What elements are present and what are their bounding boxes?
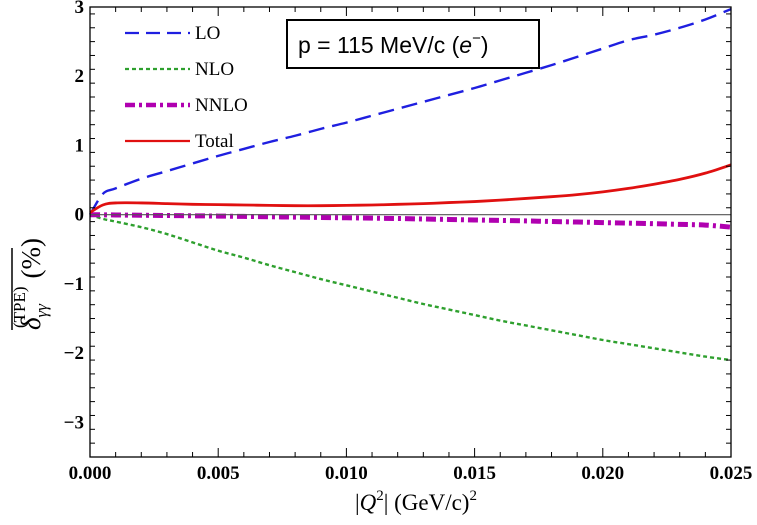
x-tick-label: 0.010 xyxy=(325,463,368,484)
series-line-nlo xyxy=(89,213,732,362)
legend-label-total: Total xyxy=(195,131,234,152)
y-tick-label: 3 xyxy=(75,0,85,18)
series-line-total xyxy=(89,163,732,214)
annotation-text: p = 115 MeV/c (e−) xyxy=(298,30,489,58)
x-axis-label: |Q2| (GeV/c)2 xyxy=(355,488,477,515)
series-line-lo xyxy=(88,7,732,216)
y-axis-label: δγγ(TPE)(%) xyxy=(10,238,51,330)
y-tick-label: 0 xyxy=(75,205,85,226)
plot-frame xyxy=(89,6,732,458)
y-tick-label: 2 xyxy=(75,66,85,87)
svg-text:δγγ(TPE)(%): δγγ(TPE)(%) xyxy=(10,238,51,330)
x-tick-label: 0.015 xyxy=(453,463,496,484)
ticks-layer: 0.000 0.005 0.010 0.015 0.020 0.025 3 2 1 0 −1 −2 −3 xyxy=(64,0,753,484)
y-tick-label: 1 xyxy=(75,135,85,156)
series-line-nnlo xyxy=(89,212,732,230)
y-tick-label: −1 xyxy=(64,274,84,295)
annotation-frame xyxy=(286,19,540,69)
x-tick-label: 0.020 xyxy=(581,463,624,484)
legend-label-nnlo: NNLO xyxy=(195,95,248,116)
x-tick-label: 0.005 xyxy=(197,463,240,484)
legend: LO NLO NNLO Total xyxy=(125,23,248,152)
y-tick-label: −2 xyxy=(64,343,84,364)
series-layer xyxy=(88,7,732,362)
x-tick-label: 0.000 xyxy=(69,463,112,484)
x-tick-label: 0.025 xyxy=(710,463,753,484)
y-tick-label: −3 xyxy=(64,412,84,433)
annotation-box: p = 115 MeV/c (e−) xyxy=(286,19,540,69)
legend-label-nlo: NLO xyxy=(195,59,234,80)
legend-label-lo: LO xyxy=(195,23,220,44)
